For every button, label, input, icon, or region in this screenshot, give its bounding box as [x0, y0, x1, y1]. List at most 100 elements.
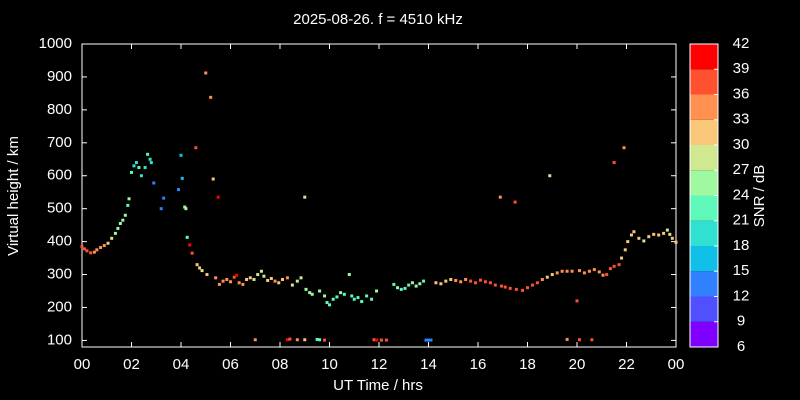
data-point	[352, 297, 356, 301]
data-point	[626, 240, 630, 244]
data-point	[126, 203, 130, 207]
data-point	[605, 273, 609, 277]
colorbar-tick-label: 33	[733, 111, 750, 128]
y-tick-label: 100	[47, 331, 72, 348]
data-point	[403, 286, 407, 290]
data-point	[99, 246, 103, 250]
data-point	[323, 294, 327, 298]
data-point	[444, 279, 448, 283]
data-point	[121, 218, 125, 222]
colorbar-tick-label: 6	[737, 338, 745, 355]
data-point	[325, 301, 329, 305]
data-point	[179, 153, 183, 157]
data-point	[449, 277, 453, 281]
data-point	[454, 278, 458, 282]
x-tick-label: 06	[222, 356, 239, 373]
data-point	[180, 176, 184, 180]
data-point	[259, 269, 263, 273]
data-point	[550, 273, 554, 277]
data-point	[299, 276, 303, 280]
data-point	[407, 283, 411, 287]
data-point	[548, 174, 552, 178]
data-point	[608, 267, 612, 271]
data-point	[139, 174, 143, 178]
data-point	[162, 196, 166, 200]
data-point	[590, 338, 594, 342]
data-point	[530, 283, 534, 287]
data-point	[232, 275, 236, 279]
data-point	[130, 170, 133, 174]
y-tick-label: 700	[47, 134, 72, 151]
data-point	[106, 241, 110, 245]
data-point	[540, 277, 544, 281]
colorbar-band	[690, 246, 718, 272]
x-tick-label: 22	[618, 356, 635, 373]
data-point	[308, 291, 312, 295]
y-tick-label: 600	[47, 167, 72, 184]
data-point	[375, 289, 379, 293]
data-point	[459, 280, 463, 284]
chart-title: 2025-08-26. f = 4510 kHz	[293, 11, 463, 28]
data-point	[177, 188, 181, 192]
colorbar-band	[690, 94, 718, 120]
data-point	[188, 243, 192, 247]
colorbar-tick-label: 21	[733, 212, 750, 229]
data-point	[277, 281, 281, 285]
data-point	[127, 197, 131, 201]
data-point	[483, 280, 487, 284]
y-tick-label: 300	[47, 266, 72, 283]
x-axis-label: UT Time / hrs	[333, 377, 423, 394]
data-point	[85, 249, 89, 253]
data-point	[342, 292, 346, 296]
x-tick-label: 04	[173, 356, 190, 373]
data-point	[365, 294, 369, 298]
data-point	[535, 281, 539, 285]
data-point	[148, 157, 152, 161]
data-point	[350, 294, 354, 298]
y-tick-label: 500	[47, 200, 72, 217]
data-point	[555, 271, 559, 275]
data-point	[632, 230, 636, 234]
data-point	[229, 280, 232, 284]
data-point	[629, 233, 633, 237]
data-point	[503, 285, 507, 289]
data-point	[328, 303, 331, 307]
data-point	[237, 281, 241, 285]
data-point	[670, 236, 674, 240]
data-point	[211, 177, 215, 181]
data-point	[205, 273, 209, 277]
data-point	[424, 338, 428, 342]
data-point	[612, 161, 616, 165]
data-point	[159, 207, 163, 211]
data-point	[439, 282, 443, 286]
data-point	[295, 338, 299, 342]
colorbar-tick-label: 27	[733, 161, 750, 178]
data-point	[513, 200, 517, 204]
data-point	[116, 226, 120, 230]
data-point	[570, 269, 574, 273]
data-point	[80, 245, 84, 249]
data-point	[245, 277, 249, 281]
data-point	[526, 286, 529, 290]
data-point	[662, 231, 666, 235]
data-point	[488, 281, 492, 285]
data-point	[597, 270, 601, 274]
data-point	[493, 283, 497, 287]
data-point	[498, 195, 502, 199]
colorbar-band	[690, 296, 718, 322]
data-point	[269, 276, 273, 280]
data-point	[410, 281, 414, 285]
data-point	[110, 236, 114, 240]
data-point	[280, 277, 284, 281]
colorbar-tick-label: 42	[733, 35, 750, 52]
data-point	[290, 283, 294, 287]
data-point	[266, 278, 270, 282]
data-point	[414, 284, 418, 288]
data-point	[347, 273, 351, 277]
data-point	[360, 300, 364, 304]
data-point	[508, 286, 512, 290]
x-tick-label: 20	[569, 356, 586, 373]
colorbar-tick-label: 39	[733, 60, 750, 77]
data-point	[318, 338, 322, 342]
data-point	[200, 269, 204, 273]
